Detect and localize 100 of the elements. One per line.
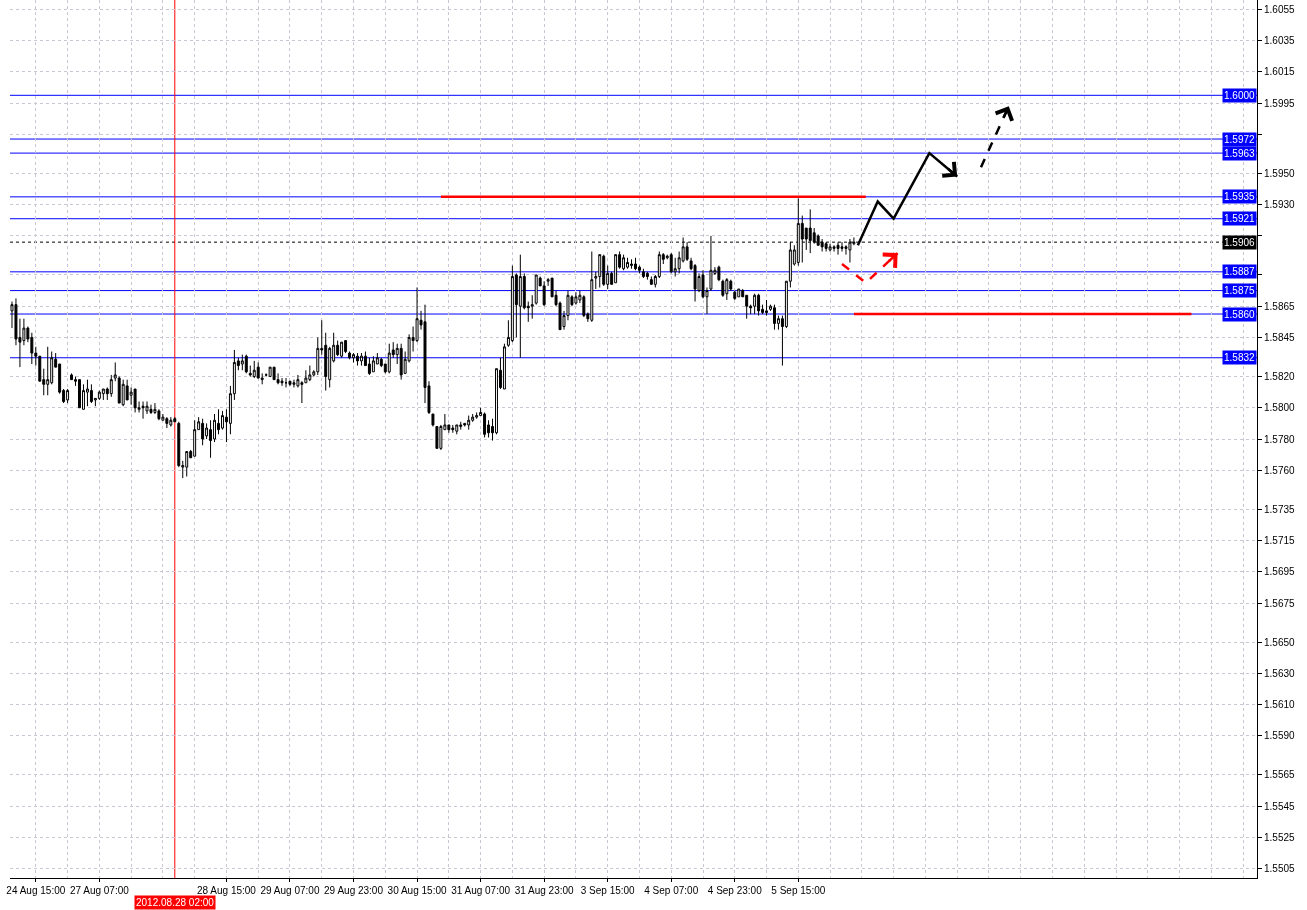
x-tick-label: 29 Aug 07:00 <box>260 885 320 896</box>
x-tick-label: 31 Aug 07:00 <box>451 885 511 896</box>
candlestick <box>602 254 606 287</box>
candlestick <box>149 404 153 415</box>
candlestick <box>757 293 761 317</box>
y-tick-label: 1.5590 <box>1264 730 1296 742</box>
y-tick-label: 1.5995 <box>1264 97 1296 109</box>
candlestick <box>280 377 284 387</box>
y-tick-label: 1.6035 <box>1264 35 1296 47</box>
candlestick <box>542 280 546 307</box>
candlestick <box>387 343 391 374</box>
ref-line-label: 1.5887 <box>1224 266 1256 277</box>
candlestick <box>828 243 832 253</box>
candlestick <box>82 383 85 410</box>
y-tick-label: 1.5650 <box>1264 636 1296 648</box>
candlestick <box>85 379 89 407</box>
y-tick-label: 1.5630 <box>1264 667 1296 679</box>
candlestick <box>669 252 673 274</box>
candlestick <box>717 265 721 282</box>
candlestick <box>348 351 352 360</box>
y-tick-label: 1.5865 <box>1264 300 1296 312</box>
y-tick-label: 1.5930 <box>1264 199 1296 211</box>
x-tick-label: 4 Sep 23:00 <box>707 885 763 896</box>
x-tick-label: 28 Aug 15:00 <box>196 885 257 896</box>
candlestick <box>753 293 757 315</box>
candlestick <box>272 366 276 381</box>
candlestick <box>201 418 205 446</box>
candlestick <box>288 380 292 387</box>
candlestick <box>185 451 189 477</box>
y-tick-label: 1.5760 <box>1264 464 1296 476</box>
y-tick-label: 1.5780 <box>1264 433 1296 445</box>
y-tick-label: 1.5505 <box>1264 863 1296 875</box>
x-tick-label: 5 Sep 15:00 <box>771 885 826 896</box>
y-tick-label: 1.5800 <box>1264 402 1296 414</box>
candlestick <box>598 254 602 288</box>
candlestick <box>645 271 649 281</box>
candlestick <box>89 383 93 404</box>
candlestick <box>641 268 645 279</box>
candlestick <box>78 379 81 409</box>
ref-line-label: 1.5921 <box>1224 213 1256 224</box>
x-tick-label: 31 Aug 23:00 <box>514 885 575 896</box>
candlestick <box>193 419 197 457</box>
candlestick <box>371 355 375 373</box>
candlestick <box>725 277 729 301</box>
y-tick-label: 1.5845 <box>1264 331 1296 343</box>
candlestick <box>109 374 113 398</box>
candlestick <box>733 290 737 301</box>
ref-line-label: 1.6000 <box>1224 90 1256 101</box>
candlestick <box>649 276 653 285</box>
y-tick-label: 1.6055 <box>1264 3 1296 15</box>
candlestick <box>248 365 252 378</box>
candlestick <box>344 340 348 354</box>
candlestick <box>101 388 105 401</box>
candlestick <box>630 258 633 270</box>
candlestick <box>121 379 125 407</box>
candlestick <box>352 352 355 363</box>
candlestick <box>510 265 514 343</box>
ref-line-label: 1.5860 <box>1224 309 1256 320</box>
y-tick-label: 1.6015 <box>1264 66 1296 78</box>
candlestick <box>534 274 538 306</box>
candlestick <box>66 388 70 404</box>
x-tick-label: 27 Aug 07:00 <box>69 885 130 896</box>
candlestick <box>622 254 626 271</box>
candlestick <box>582 294 586 318</box>
y-tick-label: 1.5695 <box>1264 566 1296 578</box>
candlestick <box>451 424 455 434</box>
y-tick-label: 1.5820 <box>1264 371 1296 383</box>
candlestick <box>459 421 463 431</box>
ref-line-label: 1.5832 <box>1224 352 1256 363</box>
x-tick-label: 24 Aug 15:00 <box>6 885 66 896</box>
candlestick <box>467 415 471 431</box>
candlestick <box>292 379 296 388</box>
candlestick <box>832 244 836 253</box>
candlestick <box>145 401 149 415</box>
candlestick <box>46 346 50 396</box>
candlestick <box>340 341 344 359</box>
candlestick <box>518 254 522 359</box>
candlestick <box>590 251 594 323</box>
y-tick-label: 1.5715 <box>1264 535 1296 547</box>
x-tick-label: 30 Aug 15:00 <box>387 885 447 896</box>
candlestick <box>530 294 534 320</box>
y-tick-label: 1.5545 <box>1264 800 1296 812</box>
candlestick <box>502 343 506 390</box>
candlestick <box>240 354 244 371</box>
candlestick <box>399 343 403 381</box>
candlestick <box>574 291 578 306</box>
ref-line-label: 1.5875 <box>1224 285 1256 296</box>
candlestick <box>244 354 248 374</box>
candlestick <box>169 416 173 427</box>
y-tick-label: 1.5950 <box>1264 167 1296 179</box>
candlestick <box>141 401 145 420</box>
ref-line-label: 1.5935 <box>1224 191 1256 202</box>
candlestick <box>626 257 630 270</box>
y-tick-label: 1.5525 <box>1264 831 1296 843</box>
candlestick <box>359 352 363 367</box>
candlestick <box>483 411 487 438</box>
candlestick <box>614 254 618 284</box>
candlestick <box>356 352 359 367</box>
candlestick <box>165 416 169 429</box>
ref-line-label: 1.5963 <box>1224 148 1256 159</box>
